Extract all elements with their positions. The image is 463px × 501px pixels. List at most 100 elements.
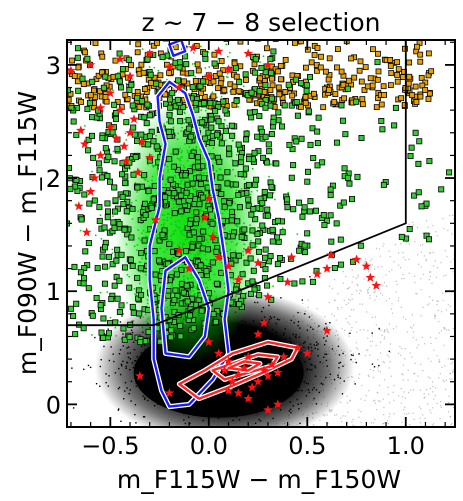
green-marker (269, 226, 276, 233)
green-marker (101, 280, 108, 287)
green-marker (412, 129, 419, 136)
orange-marker (417, 51, 424, 58)
orange-marker (322, 68, 329, 75)
green-marker (174, 166, 181, 173)
green-marker (177, 118, 184, 125)
red-star-marker (204, 71, 214, 81)
red-star-marker (302, 348, 312, 358)
orange-marker (289, 92, 296, 99)
green-marker (126, 284, 133, 291)
orange-marker (357, 58, 364, 65)
red-star-marker (243, 245, 253, 255)
green-marker (288, 174, 295, 181)
orange-marker (231, 60, 238, 67)
orange-marker (237, 40, 244, 45)
green-marker (200, 228, 207, 235)
green-marker (232, 65, 239, 72)
green-marker (138, 131, 145, 138)
green-marker (297, 80, 304, 87)
green-marker (102, 145, 109, 152)
orange-marker (122, 91, 129, 98)
green-marker (204, 184, 211, 191)
green-marker (221, 198, 228, 205)
green-marker (108, 296, 115, 303)
green-marker (96, 160, 103, 167)
green-marker (398, 233, 405, 240)
green-marker (80, 325, 87, 332)
green-marker (262, 104, 269, 111)
green-marker (97, 302, 104, 309)
green-marker (255, 238, 262, 245)
green-marker (163, 100, 170, 107)
orange-marker (417, 93, 424, 100)
green-marker (114, 295, 121, 302)
green-marker (268, 183, 275, 190)
green-marker (72, 331, 79, 338)
green-marker (177, 192, 184, 199)
orange-marker (275, 84, 282, 91)
orange-marker (356, 67, 363, 74)
green-marker (235, 191, 242, 198)
green-marker (199, 119, 206, 126)
green-marker (212, 318, 219, 325)
red-star-marker (312, 269, 322, 279)
green-marker (391, 122, 398, 129)
orange-marker (314, 67, 320, 74)
green-marker (110, 219, 117, 226)
x-axis-label: m_F115W − m_F150W (117, 465, 401, 494)
orange-marker (210, 78, 217, 85)
orange-marker (370, 46, 376, 53)
green-marker (183, 189, 190, 196)
green-marker (195, 174, 202, 181)
green-marker (203, 268, 210, 275)
green-marker (248, 211, 255, 218)
green-marker (144, 56, 151, 63)
orange-marker (217, 80, 224, 87)
green-marker (98, 174, 105, 181)
red-star-marker (282, 277, 293, 287)
green-marker (337, 261, 344, 268)
red-star-marker (273, 399, 283, 409)
green-marker (199, 194, 206, 201)
green-marker (331, 264, 338, 271)
orange-marker (359, 101, 366, 108)
green-marker (165, 128, 172, 135)
red-star-marker (76, 125, 86, 135)
orange-marker (326, 55, 333, 62)
red-star-marker (81, 227, 92, 237)
green-marker (246, 109, 253, 116)
orange-marker (194, 61, 201, 68)
green-marker (201, 50, 208, 57)
green-marker (242, 71, 249, 78)
red-star-marker (361, 261, 372, 271)
green-marker (113, 257, 120, 264)
green-marker (86, 99, 93, 106)
orange-marker (292, 40, 298, 46)
green-marker (215, 118, 222, 125)
green-marker (279, 123, 286, 130)
green-marker (206, 206, 213, 213)
orange-marker (314, 45, 321, 51)
green-marker (190, 229, 197, 236)
green-marker (91, 197, 98, 204)
orange-marker (201, 93, 208, 100)
green-marker (175, 198, 182, 205)
chart-title: z ~ 7 − 8 selection (142, 8, 381, 37)
plot-frame (66, 39, 456, 428)
red-star-marker (286, 252, 297, 262)
green-marker (166, 241, 173, 248)
orange-marker (387, 63, 394, 69)
green-marker (89, 114, 96, 121)
green-marker (238, 154, 245, 161)
green-marker (118, 302, 125, 309)
green-marker (178, 266, 185, 273)
green-marker (245, 181, 252, 188)
green-marker (265, 258, 272, 265)
green-marker (173, 271, 180, 278)
green-marker (270, 48, 277, 55)
green-marker (94, 265, 101, 272)
green-marker (195, 163, 202, 170)
orange-marker (341, 95, 348, 102)
green-marker (212, 108, 219, 115)
red-star-marker (322, 263, 332, 273)
